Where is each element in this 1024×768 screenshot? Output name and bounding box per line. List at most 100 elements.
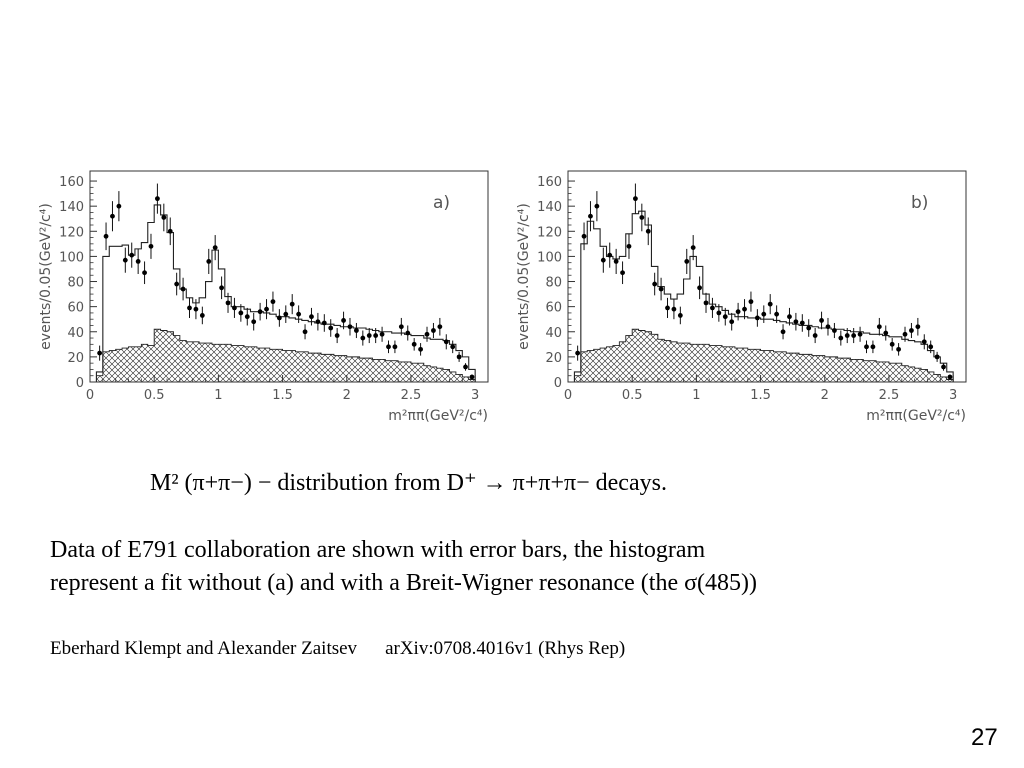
data-marker	[97, 350, 103, 356]
data-point	[257, 302, 263, 321]
data-marker	[424, 331, 430, 337]
data-point	[212, 235, 218, 261]
data-marker	[909, 328, 914, 333]
data-marker	[819, 318, 824, 323]
data-marker	[594, 203, 600, 209]
y-tick-label: 80	[545, 276, 562, 291]
y-tick-label: 160	[537, 175, 562, 190]
data-marker	[187, 305, 192, 311]
background-histogram	[95, 328, 476, 383]
data-marker	[347, 324, 353, 330]
data-marker	[575, 350, 581, 356]
data-point	[251, 312, 257, 331]
data-marker	[767, 301, 773, 307]
data-point	[793, 312, 799, 331]
data-point	[799, 314, 805, 332]
x-tick-label: 0.5	[144, 388, 165, 403]
data-marker	[193, 306, 199, 312]
data-marker	[652, 281, 658, 287]
data-marker	[883, 330, 889, 336]
page-number: 27	[971, 724, 998, 751]
data-point	[819, 311, 824, 330]
data-point	[883, 325, 889, 341]
data-marker	[431, 328, 436, 333]
data-marker	[334, 333, 340, 338]
x-tick-label: 2.5	[401, 388, 422, 403]
data-marker	[167, 228, 173, 234]
x-tick-label: 2	[343, 388, 351, 403]
data-marker	[379, 331, 385, 337]
data-marker	[588, 213, 593, 219]
data-point	[909, 322, 914, 339]
data-point	[193, 299, 199, 320]
data-marker	[341, 318, 346, 323]
data-marker	[876, 324, 882, 330]
data-point	[581, 222, 587, 251]
data-marker	[896, 346, 901, 352]
data-marker	[851, 333, 857, 338]
data-point	[921, 334, 927, 350]
data-point	[684, 248, 690, 274]
data-marker	[225, 300, 231, 306]
background-histogram	[573, 328, 954, 383]
data-point	[347, 317, 353, 336]
data-marker	[463, 364, 468, 370]
data-marker	[302, 329, 308, 335]
x-tick-label: 0.5	[622, 388, 643, 403]
data-point	[232, 297, 237, 318]
data-point	[302, 324, 308, 340]
data-point	[238, 304, 244, 322]
panel-label: b)	[911, 193, 928, 213]
data-marker	[360, 335, 366, 341]
data-point	[148, 233, 154, 259]
data-point	[729, 312, 735, 331]
description-line-1: Data of E791 collaboration are shown wit…	[50, 537, 706, 563]
data-point	[780, 324, 786, 340]
data-marker	[148, 243, 154, 249]
data-marker	[697, 285, 702, 291]
data-point	[735, 302, 741, 321]
y-axis: 0 20 40 60 80 100 120 140 160	[59, 175, 97, 391]
data-marker	[469, 374, 475, 380]
data-point	[902, 326, 908, 342]
data-marker	[289, 301, 295, 307]
background-hatched-area	[573, 328, 954, 383]
data-point	[671, 299, 677, 320]
data-point	[135, 248, 141, 274]
data-point	[418, 343, 423, 356]
data-marker	[103, 233, 109, 239]
x-tick-label: 1.5	[750, 388, 771, 403]
data-point	[283, 305, 289, 323]
data-marker	[902, 331, 908, 337]
data-point	[832, 322, 837, 339]
data-point	[665, 297, 670, 318]
data-marker	[456, 354, 462, 360]
data-point	[366, 327, 372, 344]
data-point	[889, 338, 895, 351]
data-marker	[934, 354, 940, 360]
data-point	[264, 299, 269, 320]
data-point	[97, 345, 103, 361]
data-points	[97, 183, 475, 380]
data-marker	[354, 328, 359, 333]
data-point	[296, 305, 302, 323]
data-marker	[212, 245, 218, 251]
data-marker	[787, 314, 792, 320]
data-marker	[437, 324, 443, 330]
data-point	[456, 351, 462, 362]
data-point	[928, 340, 934, 354]
data-point	[328, 319, 334, 337]
data-marker	[613, 259, 619, 264]
citation: Eberhard Klempt and Alexander Zaitsev arX…	[50, 638, 625, 660]
data-marker	[251, 319, 257, 325]
data-point	[851, 327, 857, 344]
data-point	[645, 217, 651, 246]
y-tick-label: 100	[537, 250, 562, 265]
data-point	[354, 322, 359, 339]
data-point	[876, 317, 882, 336]
data-marker	[716, 310, 722, 316]
y-tick-label: 40	[545, 326, 562, 341]
data-point	[677, 306, 683, 325]
data-marker	[386, 344, 391, 350]
data-point	[594, 191, 600, 222]
